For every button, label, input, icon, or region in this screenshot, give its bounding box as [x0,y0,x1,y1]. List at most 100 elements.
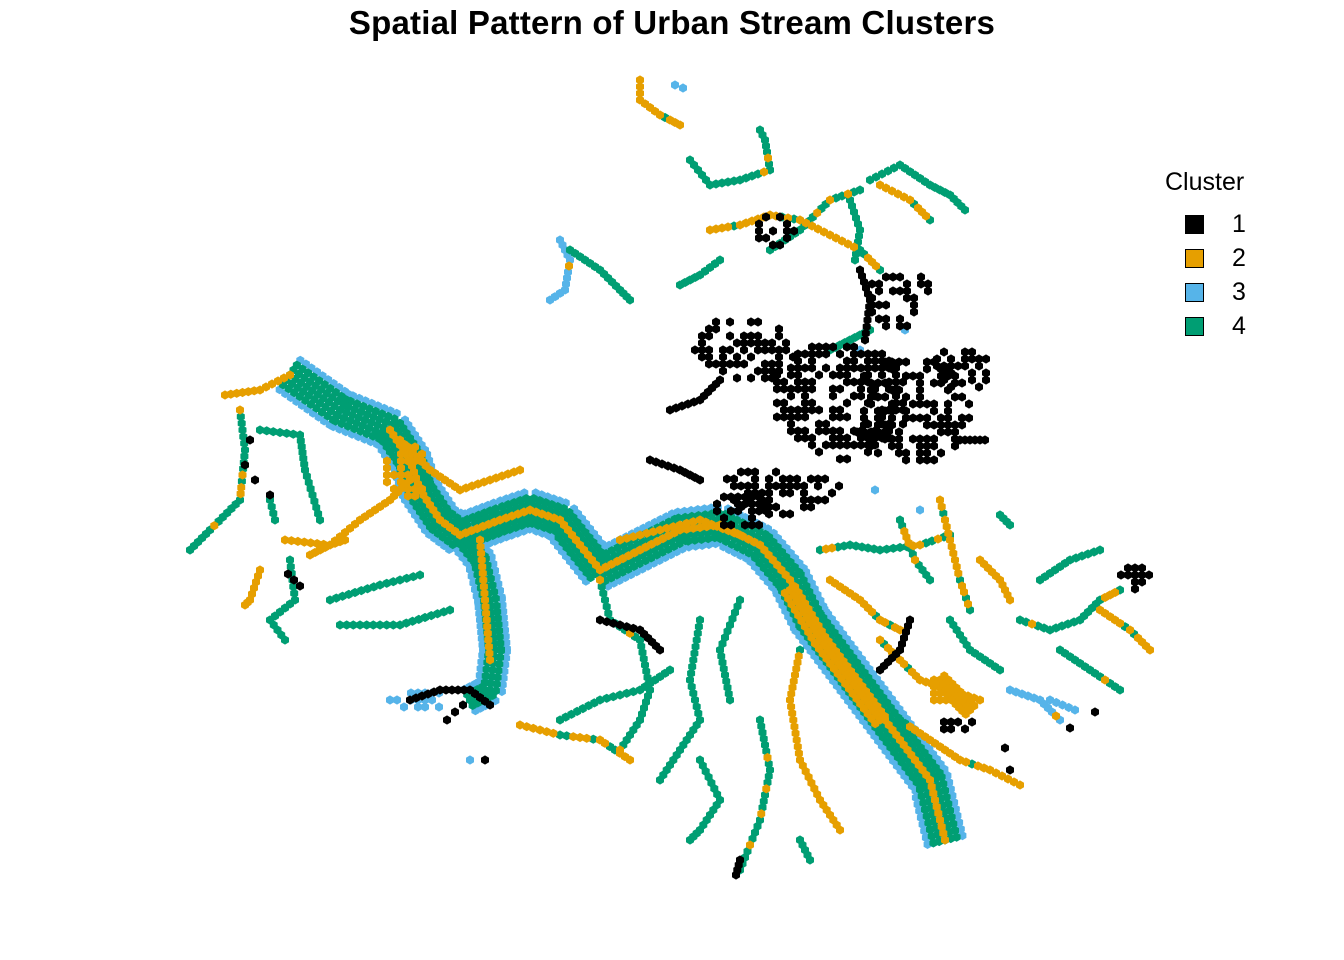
hex-cell [694,622,703,632]
hex-cell [934,534,942,544]
hex-cell [822,419,830,429]
hex-cell [951,392,959,402]
hex-cell [789,715,798,725]
hex-cell [629,687,638,697]
hex-cell [916,448,924,458]
hex-cell [794,433,802,443]
hex-cell [236,405,244,415]
hex-cell [924,286,932,296]
hex-cell [1116,618,1124,628]
hex-cell [916,441,924,451]
hex-cell [815,426,823,436]
hex-cell [481,755,489,765]
hex-cell [747,331,755,341]
hex-cell [404,442,412,452]
hex-cell [698,352,706,362]
hex-cell [290,575,298,585]
legend-item-1: 1 [1185,207,1246,241]
hex-cell [411,484,419,494]
hex-cell [1096,545,1104,555]
hex-cell [787,384,795,394]
hex-cell [865,302,874,312]
hex-cell [656,525,664,535]
hex-cell [737,481,745,491]
hex-cell [843,377,851,387]
hex-cell [755,506,763,516]
hex-cell [829,440,837,450]
hex-cell [549,728,558,738]
hex-cell [482,615,491,625]
hex-cell [1016,780,1024,790]
hex-cell [875,286,883,296]
hex-cell [626,295,634,305]
hex-cell [881,617,889,628]
hex-cell [751,474,759,484]
hex-cell [793,742,802,752]
hex-cell [482,608,491,618]
hex-cell [693,628,702,638]
hex-cell [765,481,773,491]
hex-cell [755,226,763,236]
hex-cell [690,648,699,658]
hex-cell [794,426,802,436]
hex-cell [642,528,651,538]
hex-cell [982,368,990,378]
hex-cell [446,605,454,615]
hex-cell [602,617,611,627]
hex-cell [958,413,966,423]
hex-cell [671,80,679,90]
hex-cell [888,385,896,395]
hex-cell [418,484,426,494]
hex-cell [961,361,969,371]
hex-cell [794,356,802,366]
hex-cell [754,331,762,341]
hex-cell [843,412,851,422]
hex-cell [740,359,748,369]
hex-cell [780,405,788,415]
hex-cell [712,317,720,327]
hex-cell [940,724,948,734]
hex-cell [773,412,781,422]
hex-cell [856,185,864,195]
hex-cell [428,695,436,705]
hex-cell [923,413,931,423]
hex-cell [801,426,809,436]
legend-title: Cluster [1165,168,1245,196]
hex-cell [895,357,903,367]
hex-cell [596,695,604,705]
hex-cell [996,665,1004,675]
hex-cell [768,359,776,369]
hex-cell [649,527,658,537]
hex-cell [342,620,351,630]
hex-cell [687,668,696,678]
hex-cell [241,445,249,455]
hex-cell [622,688,631,698]
hex-cell [930,378,938,388]
hex-cell [636,88,644,98]
hex-cell [411,491,419,501]
hex-cell [402,573,411,583]
hex-cell [923,434,931,444]
hex-cell [944,427,952,437]
hex-cell [775,324,783,334]
hex-cell [397,470,405,480]
hex-cell [427,611,436,621]
hex-cell [390,470,398,480]
hex-cell [790,226,798,236]
hex-cell [843,342,851,352]
legend-key-4 [1185,316,1204,336]
hex-cell [773,398,781,408]
hex-cell [755,492,763,502]
hex-cell [882,321,890,331]
legend-item-4: 4 [1185,309,1246,343]
hex-cell [794,405,802,415]
hex-cell [744,467,752,477]
hex-cell [968,375,976,385]
hex-cell [965,399,973,409]
hex-cell [860,371,868,381]
hex-cell [828,543,836,553]
hex-cell [763,752,772,763]
hex-cell [1116,685,1124,695]
hex-cell [448,540,457,550]
hex-cell [497,646,505,656]
